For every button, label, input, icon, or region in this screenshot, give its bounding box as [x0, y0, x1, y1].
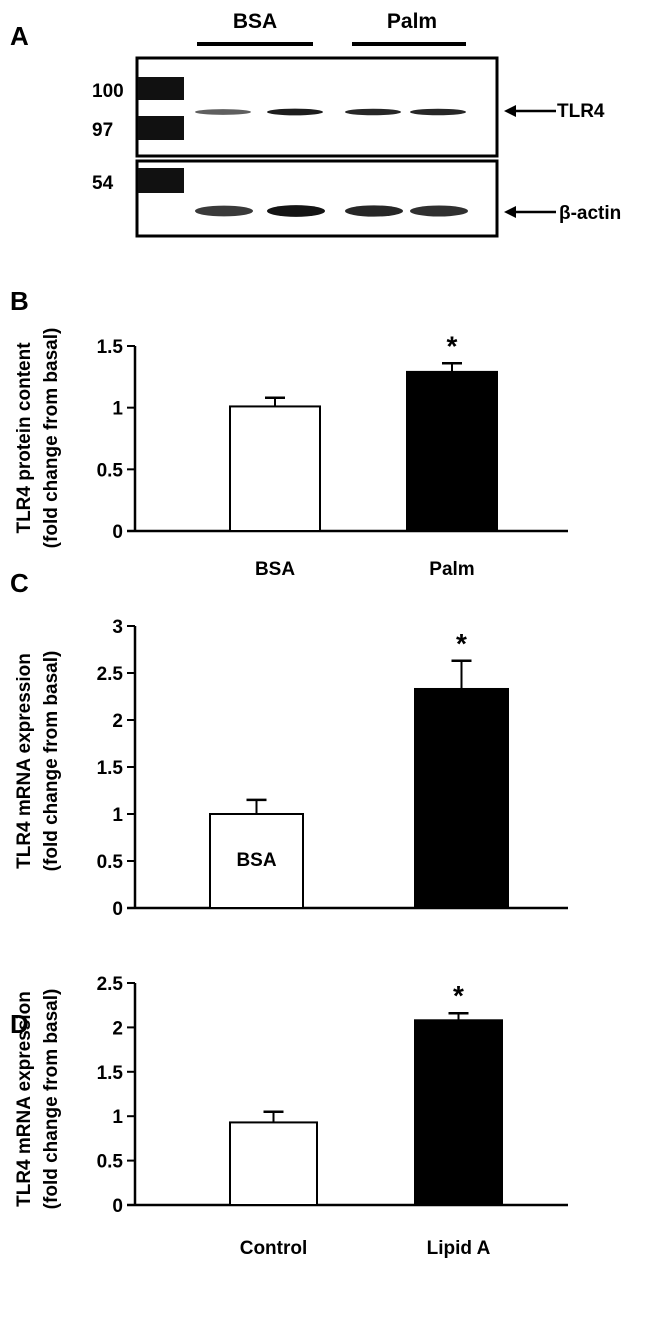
chart-b-y-tick-label: 1.5: [97, 337, 124, 358]
chart-c-bar-1: [209, 813, 304, 909]
chart-c-bar-2: [414, 687, 509, 909]
chart-panel-b: B 0 0.5 1 1.5 BSA Palm * TLR4 protein content (fo…: [10, 286, 568, 580]
actin-blot-frame: [135, 159, 499, 238]
chart-d-y-tick-label: 0: [112, 1196, 123, 1217]
chart-d-y-tick-label: 2.5: [97, 974, 124, 995]
actin-band-2: [267, 205, 325, 217]
tlr4-band-3: [345, 108, 401, 116]
actin-band-1: [195, 205, 253, 217]
chart-d-y-tick-label: 2: [112, 1018, 123, 1039]
actin-arrow-icon: [504, 206, 556, 218]
chart-b-y-axis-label: TLR4 protein content: [14, 342, 35, 534]
actin-bands: [195, 205, 468, 217]
chart-b-panel-letter: B: [10, 286, 29, 316]
group-line-palm: [352, 42, 466, 46]
actin-band-3: [345, 205, 403, 217]
group-line-bsa: [197, 42, 313, 46]
chart-c-y-tick-label: 3: [112, 617, 123, 638]
chart-c-y-tick-label: 1: [112, 805, 123, 826]
chart-b-y-tick-label: 1: [112, 399, 123, 420]
tlr4-band-1: [195, 109, 251, 115]
chart-c-y-axis-label-line2: (fold change from basal): [41, 651, 62, 872]
chart-c-y-axis-label: TLR4 mRNA expression: [14, 653, 35, 869]
chart-c-y-tick-label: 0.5: [97, 852, 124, 873]
chart-d-bar-1: [229, 1121, 318, 1207]
chart-b-bar-1: [229, 405, 321, 532]
group-label-bsa: BSA: [233, 10, 277, 33]
marker-54: [138, 168, 184, 193]
chart-b-y-tick-label: 0: [112, 522, 123, 543]
chart-b-y-axis-label-line2: (fold change from basal): [41, 328, 62, 549]
tlr4-bands: [195, 108, 466, 116]
tlr4-blot-frame: [135, 56, 499, 158]
chart-panel-d: D 0 0.5 1 1.5 2 2.5 Control Lipid A * TLR4 mRNA ex…: [10, 974, 568, 1259]
chart-b-category-label: Palm: [429, 559, 474, 580]
chart-d-bar-2: [414, 1019, 503, 1207]
marker-100: [138, 77, 184, 100]
chart-d-category-label: Control: [240, 1238, 308, 1259]
chart-d-panel-letter: D: [10, 1009, 29, 1039]
chart-d-y-axis-label-line2: (fold change from basal): [41, 989, 62, 1210]
chart-d-y-tick-label: 0.5: [97, 1152, 124, 1173]
panel-a: A BSA Palm 100 97 54 TLR4 β-actin: [10, 10, 621, 238]
tlr4-band-label: TLR4: [557, 101, 605, 122]
chart-c-category-label: Palm: [439, 850, 484, 871]
group-label-palm: Palm: [387, 10, 437, 33]
chart-c-significance-marker: *: [456, 628, 467, 659]
chart-c-category-label: BSA: [236, 850, 276, 871]
panel-a-letter: A: [10, 21, 29, 51]
chart-b-bar-2: [406, 370, 498, 532]
chart-b-y-tick-label: 0.5: [97, 460, 124, 481]
tlr4-band-4: [410, 108, 466, 116]
chart-d-y-axis-label: TLR4 mRNA expression: [14, 991, 35, 1207]
chart-b-category-label: BSA: [255, 559, 295, 580]
marker-label-100: 100: [92, 81, 124, 102]
chart-c-y-tick-label: 2: [112, 711, 123, 732]
actin-band-4: [410, 205, 468, 217]
marker-97: [138, 116, 184, 140]
chart-d-category-label: Lipid A: [427, 1238, 491, 1259]
chart-c-y-tick-label: 1.5: [97, 758, 124, 779]
chart-d-significance-marker: *: [453, 980, 464, 1011]
chart-d-y-tick-label: 1: [112, 1107, 123, 1128]
chart-c-panel-letter: C: [10, 568, 29, 598]
actin-band-label: β-actin: [559, 203, 621, 224]
marker-label-54: 54: [92, 173, 114, 194]
chart-c-y-tick-label: 0: [112, 899, 123, 920]
tlr4-band-2: [267, 108, 323, 116]
marker-label-97: 97: [92, 120, 113, 141]
chart-b-significance-marker: *: [447, 330, 458, 361]
tlr4-arrow-icon: [504, 105, 556, 117]
chart-panel-c: C 0 0.5 1 1.5 2 2.5 3 BSA Palm * TLR4 mRNA expressi…: [10, 568, 568, 920]
chart-c-y-tick-label: 2.5: [97, 664, 124, 685]
chart-d-y-tick-label: 1.5: [97, 1063, 124, 1084]
